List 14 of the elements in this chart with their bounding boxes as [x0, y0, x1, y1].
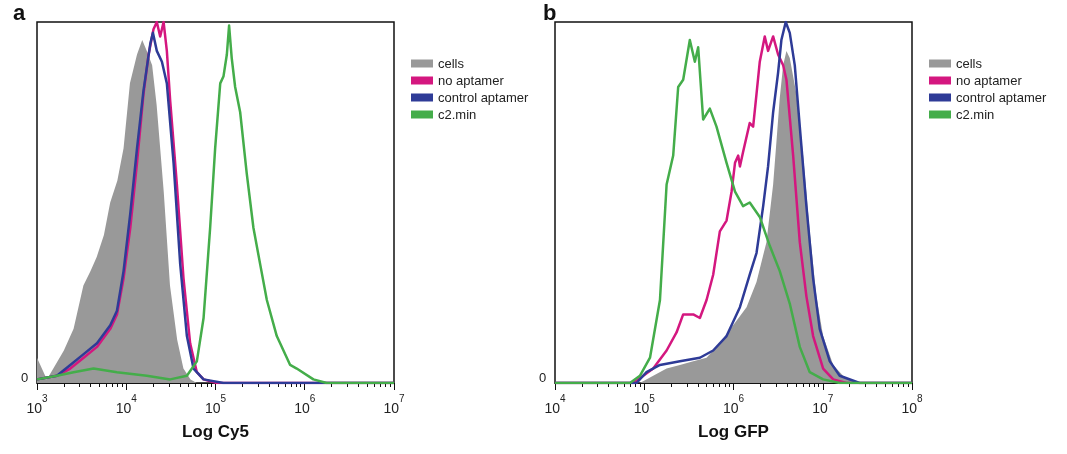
- chart-title: b: [543, 0, 557, 25]
- legend-label: no aptamer: [956, 73, 1023, 88]
- legend-label: c2.min: [956, 107, 995, 122]
- legend-label: cells: [956, 56, 983, 71]
- x-axis-title: Log GFP: [698, 422, 769, 441]
- x-axis-title: Log Cy5: [181, 422, 250, 441]
- legend-label: control aptamer: [438, 90, 529, 105]
- legend-label: control aptamer: [956, 90, 1047, 105]
- text: 0: [539, 370, 547, 385]
- legend-label: c2.min: [438, 107, 477, 122]
- legend-label: no aptamer: [438, 73, 505, 88]
- legend-label: cells: [438, 56, 465, 71]
- chart-title: a: [13, 0, 26, 25]
- text: 0: [21, 370, 29, 385]
